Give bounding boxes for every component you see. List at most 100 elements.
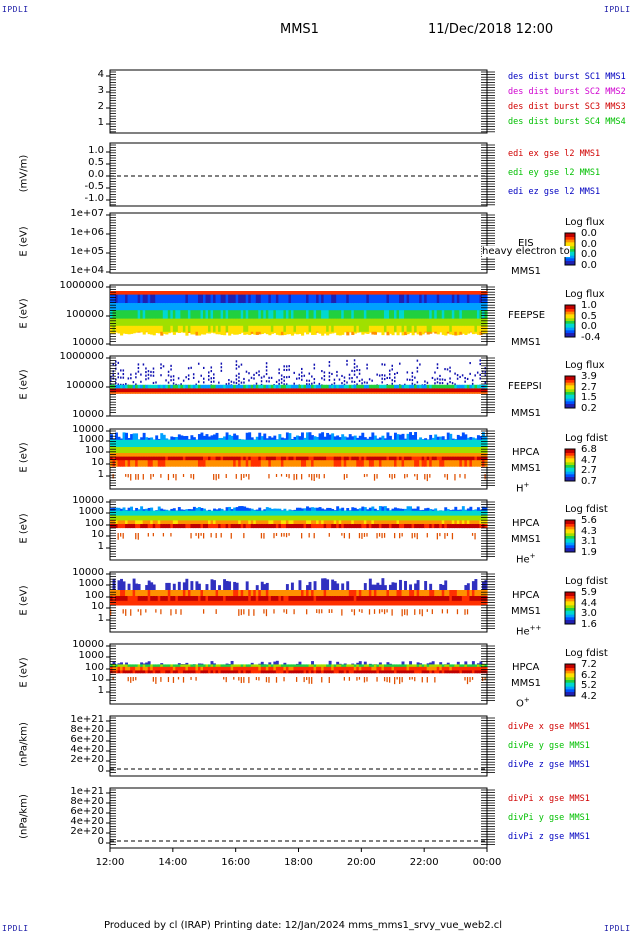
spectrogram-cell (167, 474, 170, 481)
spectrogram-cell (376, 533, 378, 539)
spectrogram-cell (175, 590, 179, 597)
spectrogram-cell (265, 318, 269, 327)
spectrogram-cell (351, 596, 355, 602)
spectrogram-cell (424, 438, 428, 441)
spectrogram-cell (205, 303, 209, 311)
spectrogram-cell (167, 582, 171, 591)
spectrogram-cell (316, 460, 320, 467)
spectrogram-cell (110, 447, 114, 454)
spectrogram-cell (208, 590, 212, 597)
spectrogram-cell (115, 460, 119, 467)
spectrogram-cell (404, 294, 408, 304)
colorbar-step (565, 613, 575, 616)
spectrogram-cell (409, 506, 412, 512)
spectrogram-cell (368, 460, 372, 467)
spectrogram-cell (135, 372, 137, 375)
spectrogram-cell (464, 515, 468, 521)
spectrogram-cell (225, 432, 229, 441)
spectrogram-cell (195, 460, 199, 467)
spectrogram-cell (192, 456, 197, 461)
colorbar-step (565, 592, 575, 594)
spectrogram-cell (137, 515, 141, 521)
spectrogram-cell (303, 510, 307, 517)
spectrogram-cell (147, 439, 151, 448)
spectrogram-cell (306, 460, 310, 467)
spectrogram-cell (396, 318, 400, 327)
spectrogram-cell (263, 453, 267, 458)
minor-ticks-p5 (110, 357, 495, 414)
spectrogram-cell (200, 374, 202, 377)
spectrogram-cell (471, 460, 476, 467)
spectrogram-cell (419, 318, 423, 327)
spectrogram-cell (280, 510, 284, 512)
spectrogram-cell (429, 456, 433, 461)
spectrogram-cell (115, 325, 119, 333)
spectrogram-cell (348, 439, 352, 448)
spectrogram-cell (177, 318, 181, 327)
spectrogram-cell (469, 510, 473, 517)
spectrogram-cell (321, 508, 325, 512)
spectrogram-cell (112, 325, 116, 333)
spectrogram-cell (456, 510, 460, 517)
spectrogram-cell (205, 456, 209, 461)
colorbar-step (565, 311, 575, 314)
spectrogram-cell (424, 294, 428, 304)
spectrogram-cell (401, 294, 405, 304)
spectrogram-cell (459, 510, 463, 517)
spectrogram-cell (383, 515, 388, 521)
spectrogram-cell (195, 453, 199, 458)
spectrogram-cell (356, 520, 360, 525)
spectrogram-cell (351, 456, 355, 461)
spectrogram-cell (273, 453, 277, 458)
spectrogram-cell (353, 373, 356, 376)
spectrogram-cell (172, 388, 176, 392)
spectrogram-cell (391, 582, 395, 591)
spectrogram-cell (308, 456, 312, 461)
spectrogram-cell (170, 590, 174, 597)
spectrogram-cell (135, 318, 139, 327)
spectrogram-cell (182, 515, 186, 521)
spectrogram-cell (145, 609, 147, 613)
spectrogram-cell (208, 453, 212, 458)
spectrogram-cell (127, 590, 131, 597)
spectrogram-cell (303, 596, 307, 602)
spectrogram-cell (275, 474, 278, 477)
spectrogram-cell (258, 456, 262, 461)
spectrogram-cell (366, 388, 370, 392)
spectrogram-cell (142, 310, 146, 320)
spectrogram-cell (481, 303, 486, 311)
spectrogram-cell (429, 291, 433, 296)
spectrogram-cell (275, 331, 279, 335)
spectrogram-cell (160, 524, 164, 529)
spectrogram-cell (386, 384, 390, 389)
spectrogram-cell (208, 515, 212, 521)
spectrogram-cell (260, 510, 264, 517)
spectrogram-cell (275, 508, 279, 512)
spectrogram-cell (318, 384, 322, 389)
spectrogram-cell (416, 474, 418, 481)
spectrogram-cell (439, 524, 443, 529)
spectrogram-cell (376, 294, 380, 304)
spectrogram-cell (120, 508, 123, 512)
spectrogram-cell (180, 600, 184, 606)
spectrogram-cell (192, 291, 197, 296)
spectrogram-cell (145, 303, 149, 311)
spectrogram-cell (273, 439, 277, 448)
spectrogram-cell (396, 371, 399, 374)
spectrogram-cell (285, 533, 288, 538)
spectrogram-cell (441, 388, 445, 392)
spectrogram-cell (298, 453, 302, 458)
spectrogram-cell (235, 600, 239, 606)
spectrogram-cell (172, 524, 176, 529)
spectrogram-cell (421, 331, 425, 335)
spectrogram-cell (351, 291, 355, 296)
spectrogram-cell (130, 609, 132, 616)
spectrogram-cell (197, 510, 202, 517)
spectrogram-cell (230, 520, 234, 525)
spectrogram-cell (361, 331, 365, 335)
spectrogram-cell (255, 331, 259, 335)
spectrogram-cell (135, 510, 139, 517)
spectrogram-cell (361, 600, 365, 606)
spectrogram-cell (411, 318, 415, 327)
spectrogram-cell (167, 439, 171, 441)
